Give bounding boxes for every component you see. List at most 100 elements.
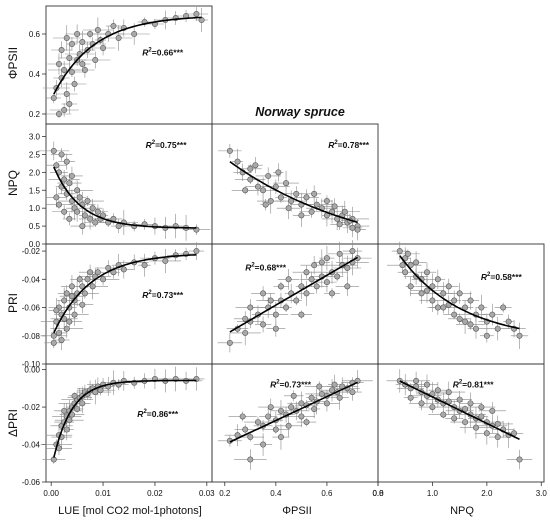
data-point: [141, 262, 148, 269]
data-point: [260, 290, 267, 297]
data-point: [472, 424, 479, 431]
data-point: [483, 332, 490, 339]
data-point: [396, 248, 403, 255]
data-point: [308, 394, 315, 401]
data-point: [303, 194, 310, 201]
data-point: [467, 297, 474, 304]
row-label-dpri: ΔPRI: [6, 409, 20, 437]
data-point: [445, 283, 452, 290]
y-tick-label: 0.2: [29, 110, 41, 119]
data-point: [516, 456, 523, 463]
data-point: [260, 187, 267, 194]
data-point: [500, 304, 507, 311]
data-point: [58, 151, 65, 158]
data-point: [329, 290, 336, 297]
data-point: [66, 180, 73, 187]
y-tick-label: 0.4: [29, 70, 41, 79]
data-point: [79, 223, 86, 230]
data-point: [71, 392, 78, 399]
fit-line: [53, 379, 197, 458]
data-point: [50, 339, 57, 346]
data-point: [494, 325, 501, 332]
panel-phipsii_dpri: 0.2 0.4 0.6 0.8 R2=0.73***: [211, 363, 384, 498]
data-point: [226, 339, 233, 346]
data-point: [68, 293, 75, 300]
fit-line: [229, 160, 358, 224]
data-point: [293, 297, 300, 304]
data-point: [92, 219, 99, 226]
x-tick-label: 1.0: [427, 489, 439, 498]
data-point: [79, 283, 86, 290]
data-point: [252, 162, 259, 169]
row-label-phipsii: ΦPSII: [6, 47, 20, 79]
data-point: [462, 419, 469, 426]
data-point: [110, 22, 117, 29]
x-tick-label: 0.01: [95, 489, 111, 498]
r2-annotation: R2=0.73***: [142, 290, 184, 300]
data-point: [87, 30, 94, 37]
data-point: [413, 377, 420, 384]
panel-phipsii_pri: R2=0.68***: [211, 240, 379, 365]
data-point: [55, 111, 62, 118]
data-point: [81, 290, 88, 297]
r2-annotation: R2=0.86***: [137, 409, 179, 419]
data-point: [505, 318, 512, 325]
data-point: [89, 205, 96, 212]
data-point: [63, 290, 70, 297]
data-point: [76, 276, 83, 283]
panel-lue_pri: -0.10 -0.08 -0.06 -0.04 -0.02 R2=0.73***: [22, 242, 213, 369]
data-point: [198, 16, 205, 23]
data-point: [66, 318, 73, 325]
data-point: [81, 67, 88, 74]
x-tick-label: 0.4: [270, 489, 282, 498]
data-point: [89, 283, 96, 290]
data-point: [440, 411, 447, 418]
data-point: [71, 81, 78, 88]
data-point: [354, 226, 361, 233]
data-point: [61, 107, 68, 114]
fit-line: [229, 381, 358, 443]
data-point: [423, 381, 430, 388]
data-point: [50, 332, 57, 339]
data-point: [308, 276, 315, 283]
data-point: [247, 176, 254, 183]
data-point: [71, 311, 78, 318]
data-point: [55, 201, 62, 208]
data-point: [272, 426, 279, 433]
x-tick-label: 0.0: [372, 489, 384, 498]
data-point: [193, 248, 200, 255]
data-point: [131, 30, 138, 37]
data-point: [76, 194, 83, 201]
data-point: [247, 434, 254, 441]
data-point: [298, 400, 305, 407]
r2-annotation: R2=0.58***: [481, 272, 523, 282]
data-point: [298, 413, 305, 420]
panel-npq_pri: R2=0.58***: [377, 241, 545, 365]
data-point: [318, 390, 325, 397]
data-point: [404, 250, 411, 257]
data-point: [456, 315, 463, 322]
panel-lue_phipsii: 0.2 0.4 0.6 R2=0.66***: [29, 5, 213, 125]
data-point: [277, 194, 284, 201]
data-point: [226, 147, 233, 154]
data-point: [68, 69, 75, 76]
data-point: [331, 381, 338, 388]
data-point: [234, 158, 241, 165]
data-point: [262, 201, 269, 208]
data-point: [303, 419, 310, 426]
data-point: [285, 422, 292, 429]
data-point: [260, 441, 267, 448]
y-tick-label: 2.5: [29, 150, 41, 159]
data-point: [456, 290, 463, 297]
data-point: [265, 172, 272, 179]
data-point: [84, 198, 91, 205]
data-point: [66, 215, 73, 222]
data-point: [94, 26, 101, 33]
data-point: [74, 405, 81, 412]
data-point: [323, 255, 330, 262]
data-point: [472, 325, 479, 332]
data-point: [334, 273, 341, 280]
fit-line: [399, 380, 520, 441]
fit-line: [399, 255, 520, 330]
data-point: [87, 215, 94, 222]
